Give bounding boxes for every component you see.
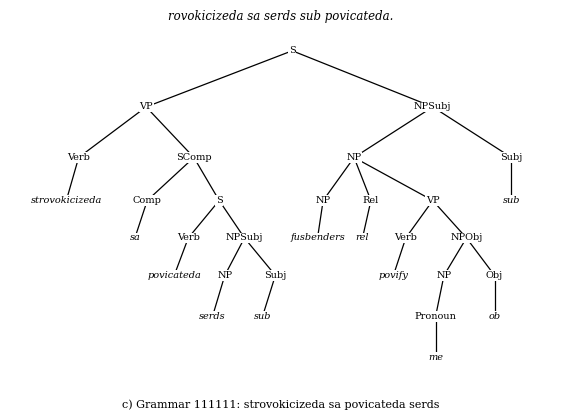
Text: NP: NP <box>347 153 361 162</box>
Text: fusbenders: fusbenders <box>290 233 345 243</box>
Text: VP: VP <box>426 196 439 205</box>
Text: NPSubj: NPSubj <box>226 233 263 243</box>
Text: Subj: Subj <box>264 271 287 280</box>
Text: Verb: Verb <box>67 153 90 162</box>
Text: rel: rel <box>356 233 369 243</box>
Text: S: S <box>289 46 296 55</box>
Text: Pronoun: Pronoun <box>415 312 456 321</box>
Text: SComp: SComp <box>176 153 212 162</box>
Text: VP: VP <box>139 102 153 111</box>
Text: sa: sa <box>129 233 140 243</box>
Text: NP: NP <box>316 196 330 205</box>
Text: sub: sub <box>253 312 271 321</box>
Text: sub: sub <box>502 196 520 205</box>
Text: NPSubj: NPSubj <box>414 102 451 111</box>
Text: NP: NP <box>217 271 232 280</box>
Text: c) Grammar 111111: strovokicizeda sa povicateda serds: c) Grammar 111111: strovokicizeda sa pov… <box>123 399 439 410</box>
Text: Rel: Rel <box>363 196 379 205</box>
Text: Verb: Verb <box>395 233 417 243</box>
Text: ob: ob <box>488 312 501 321</box>
Text: Verb: Verb <box>177 233 200 243</box>
Text: povicateda: povicateda <box>147 271 201 280</box>
Text: Obj: Obj <box>486 271 503 280</box>
Text: NP: NP <box>437 271 451 280</box>
Text: povify: povify <box>378 271 409 280</box>
Text: Comp: Comp <box>133 196 162 205</box>
Text: strovokicizeda: strovokicizeda <box>30 196 102 205</box>
Text: rovokicizeda sa serds sub povicateda.: rovokicizeda sa serds sub povicateda. <box>168 10 394 23</box>
Text: S: S <box>216 196 223 205</box>
Text: serds: serds <box>199 312 226 321</box>
Text: me: me <box>428 353 443 362</box>
Text: Subj: Subj <box>500 153 523 162</box>
Text: NPObj: NPObj <box>450 233 483 243</box>
